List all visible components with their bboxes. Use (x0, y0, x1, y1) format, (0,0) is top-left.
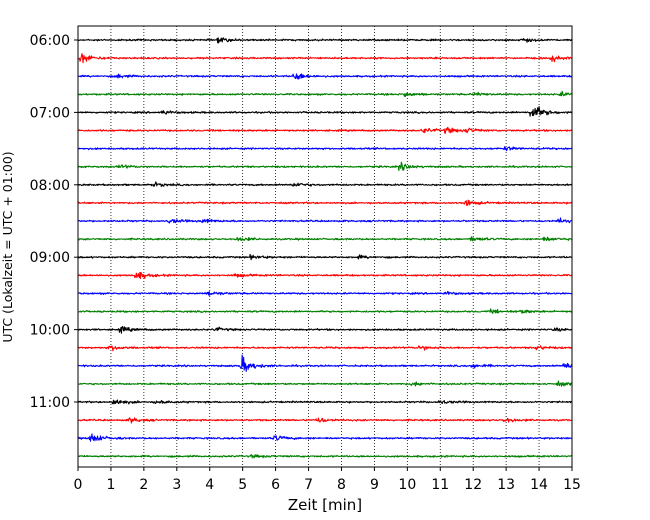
seismogram-trace (77, 454, 573, 459)
y-tick-label: 08:00 (30, 178, 70, 194)
x-tick-label: 1 (106, 477, 115, 493)
seismogram-trace (77, 236, 573, 242)
y-tick-label: 07:00 (30, 105, 70, 121)
x-tick-label: 14 (530, 477, 548, 493)
x-tick-label: 8 (337, 477, 346, 493)
x-tick-label: 9 (370, 477, 379, 493)
seismogram-trace (77, 399, 573, 405)
x-tick-label: 4 (205, 477, 214, 493)
seismogram-trace (77, 181, 573, 188)
seismogram-trace (77, 217, 573, 224)
y-axis-label: UTC (Lokalzeit = UTC + 01:00) (0, 151, 15, 342)
seismogram-trace (77, 146, 573, 152)
x-tick-label: 0 (74, 477, 83, 493)
y-tick-label: 11:00 (30, 395, 70, 411)
seismogram-trace (77, 53, 573, 64)
y-tick-label: 10:00 (30, 323, 70, 339)
x-tick-label: 5 (238, 477, 247, 493)
seismogram-trace (77, 126, 573, 134)
y-axis-ticks: 06:00 07:00 08:00 09:00 10:00 11:00 (30, 33, 78, 411)
seismogram-trace (77, 325, 573, 334)
seismogram-trace (77, 308, 573, 314)
x-tick-label: 3 (172, 477, 181, 493)
y-tick-label: 09:00 (30, 250, 70, 266)
seismogram-trace (77, 199, 573, 206)
x-tick-label: 12 (464, 477, 482, 493)
plot-frame (77, 25, 573, 468)
seismogram-trace (77, 417, 573, 424)
seismogram-trace (77, 73, 573, 80)
seismogram-trace (77, 253, 573, 261)
seismogram-trace (77, 161, 573, 172)
seismogram-trace (77, 37, 573, 44)
traces (77, 37, 573, 459)
seismogram-trace (77, 345, 573, 352)
x-tick-label: 11 (431, 477, 449, 493)
seismogram-trace (77, 354, 573, 372)
x-axis-label: Zeit [min] (288, 496, 362, 514)
y-tick-label: 06:00 (30, 33, 70, 49)
x-tick-label: 7 (304, 477, 313, 493)
x-axis-ticks: 0 1 2 3 4 5 6 7 8 9 10 11 12 13 14 15 (74, 467, 581, 493)
seismogram-trace (77, 106, 573, 117)
seismogram-trace (77, 433, 573, 442)
seismogram-trace (77, 380, 573, 387)
x-tick-label: 10 (398, 477, 416, 493)
seismogram-trace (77, 90, 573, 98)
seismogram-trace (77, 271, 573, 280)
x-tick-label: 2 (139, 477, 148, 493)
x-tick-label: 6 (271, 477, 280, 493)
seismogram-trace (77, 290, 573, 296)
x-tick-label: 15 (563, 477, 581, 493)
x-tick-label: 13 (497, 477, 515, 493)
